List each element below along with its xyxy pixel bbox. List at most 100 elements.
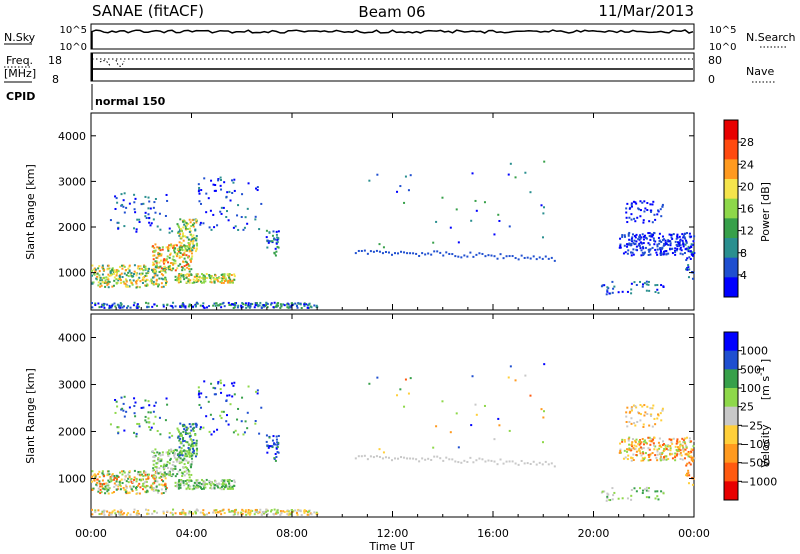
velocity-echo xyxy=(683,441,686,444)
velocity-echo xyxy=(296,513,299,516)
power-echo xyxy=(636,216,639,219)
velocity-echo xyxy=(152,410,155,413)
power-echo xyxy=(650,233,653,236)
velocity-echo xyxy=(632,453,635,456)
velocity-echo xyxy=(98,480,101,483)
power-echo xyxy=(194,279,197,282)
power-echo xyxy=(99,279,102,282)
velocity-echo xyxy=(91,475,94,478)
velocity-echo xyxy=(149,486,152,489)
power-echo xyxy=(109,306,112,309)
power-echo xyxy=(628,216,631,219)
power-echo xyxy=(187,305,190,308)
power-echo xyxy=(190,260,193,263)
power-echo xyxy=(188,281,191,284)
power-echo xyxy=(630,282,633,285)
power-echo xyxy=(182,226,185,229)
velocity-echo xyxy=(199,485,202,488)
power-echo xyxy=(493,233,496,236)
power-echo xyxy=(679,252,682,255)
velocity-echo xyxy=(647,487,650,490)
velocity-colorbar-unit-end: ] xyxy=(759,359,772,363)
power-echo xyxy=(146,283,149,286)
velocity-echo xyxy=(134,401,137,404)
velocity-echo xyxy=(276,509,279,512)
power-echo xyxy=(547,257,550,260)
velocity-echo xyxy=(659,459,662,462)
velocity-echo xyxy=(179,422,182,425)
power-echo xyxy=(298,302,301,305)
velocity-echo xyxy=(212,418,215,421)
power-echo xyxy=(505,255,508,258)
velocity-echo xyxy=(638,447,641,450)
velocity-echo xyxy=(92,474,95,477)
power-echo xyxy=(187,241,190,244)
velocity-echo xyxy=(156,480,159,483)
power-echo xyxy=(244,216,247,219)
power-echo xyxy=(384,250,387,253)
velocity-echo xyxy=(200,406,203,409)
power-echo xyxy=(167,249,170,252)
colorbar-tick-label: 28 xyxy=(740,136,754,149)
power-echo xyxy=(93,273,96,276)
power-echo xyxy=(178,246,181,249)
velocity-echo xyxy=(287,513,290,516)
power-echo xyxy=(668,240,671,243)
power-echo xyxy=(667,252,670,255)
velocity-echo xyxy=(630,442,633,445)
power-echo xyxy=(275,242,278,245)
velocity-echo xyxy=(97,509,100,512)
power-echo xyxy=(638,238,641,241)
velocity-echo xyxy=(200,486,203,489)
velocity-echo xyxy=(219,414,222,417)
power-echo xyxy=(665,242,668,245)
velocity-echo xyxy=(231,485,234,488)
power-echo xyxy=(639,241,642,244)
power-echo xyxy=(213,189,216,192)
power-echo xyxy=(275,233,278,236)
power-echo xyxy=(157,285,160,288)
velocity-echo xyxy=(185,428,188,431)
power-echo xyxy=(226,191,229,194)
velocity-echo xyxy=(186,461,189,464)
power-echo xyxy=(684,243,687,246)
velocity-echo xyxy=(415,458,418,461)
velocity-echo xyxy=(662,440,665,443)
colorbar-segment xyxy=(724,462,738,482)
power-echo xyxy=(664,243,667,246)
velocity-echo xyxy=(212,511,215,514)
power-echo xyxy=(193,247,196,250)
velocity-echo xyxy=(659,457,662,460)
power-echo xyxy=(130,282,133,285)
power-echo xyxy=(189,221,192,224)
power-echo xyxy=(224,278,227,281)
power-echo xyxy=(644,246,647,249)
velocity-echo xyxy=(633,444,636,447)
power-echo xyxy=(127,305,130,308)
velocity-echo xyxy=(179,486,182,489)
power-echo xyxy=(690,251,693,254)
power-echo xyxy=(638,245,641,248)
power-echo xyxy=(191,246,194,249)
power-echo xyxy=(117,279,120,282)
power-echo xyxy=(613,285,616,288)
velocity-echo xyxy=(186,454,189,457)
velocity-echo xyxy=(160,488,163,491)
x-tick-label: 12:00 xyxy=(377,527,409,540)
velocity-echo xyxy=(205,478,208,481)
velocity-echo xyxy=(185,487,188,490)
power-echo xyxy=(93,267,96,270)
power-echo xyxy=(112,272,115,275)
velocity-echo xyxy=(463,459,466,462)
velocity-echo xyxy=(671,457,674,460)
power-echo xyxy=(186,256,189,259)
power-echo xyxy=(682,236,685,239)
power-echo xyxy=(628,207,631,210)
velocity-echo xyxy=(99,492,102,495)
power-echo xyxy=(665,250,668,253)
power-echo xyxy=(153,246,156,249)
velocity-echo xyxy=(152,476,155,479)
velocity-echo xyxy=(647,459,650,462)
power-echo xyxy=(490,254,493,257)
